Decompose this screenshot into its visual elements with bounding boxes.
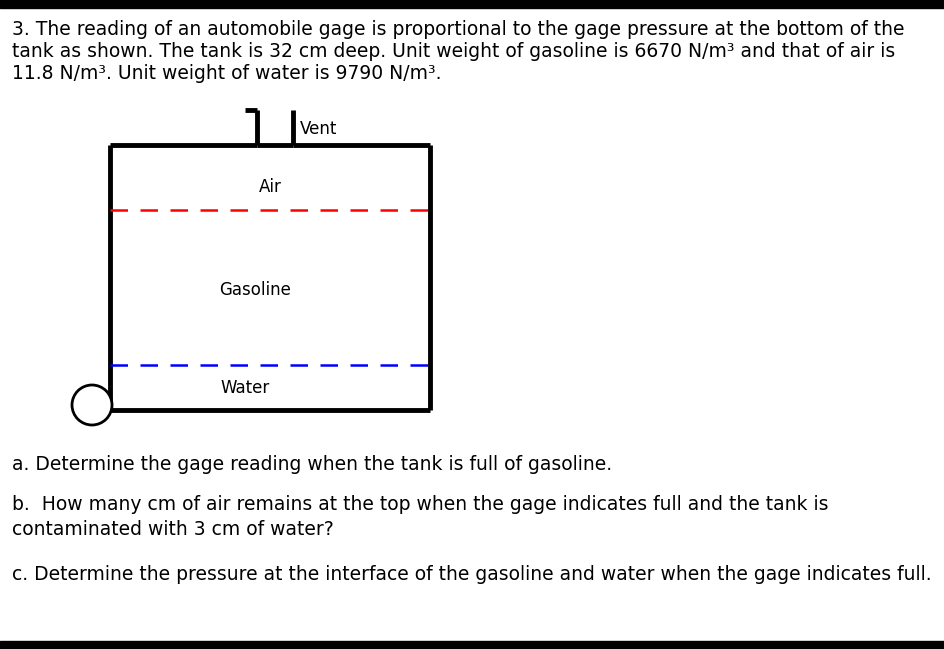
Text: Water: Water [220,379,270,397]
Text: tank as shown. The tank is 32 cm deep. Unit weight of gasoline is 6670 N/m³ and : tank as shown. The tank is 32 cm deep. U… [12,42,895,61]
Text: Air: Air [259,178,281,196]
Text: a. Determine the gage reading when the tank is full of gasoline.: a. Determine the gage reading when the t… [12,455,612,474]
Text: contaminated with 3 cm of water?: contaminated with 3 cm of water? [12,520,334,539]
Text: 11.8 N/m³. Unit weight of water is 9790 N/m³.: 11.8 N/m³. Unit weight of water is 9790 … [12,64,442,83]
Text: Gasoline: Gasoline [219,281,291,299]
Text: c. Determine the pressure at the interface of the gasoline and water when the ga: c. Determine the pressure at the interfa… [12,565,932,584]
Circle shape [72,385,112,425]
Text: 3. The reading of an automobile gage is proportional to the gage pressure at the: 3. The reading of an automobile gage is … [12,20,904,39]
Text: b.  How many cm of air remains at the top when the gage indicates full and the t: b. How many cm of air remains at the top… [12,495,829,514]
Text: Vent: Vent [300,120,337,138]
